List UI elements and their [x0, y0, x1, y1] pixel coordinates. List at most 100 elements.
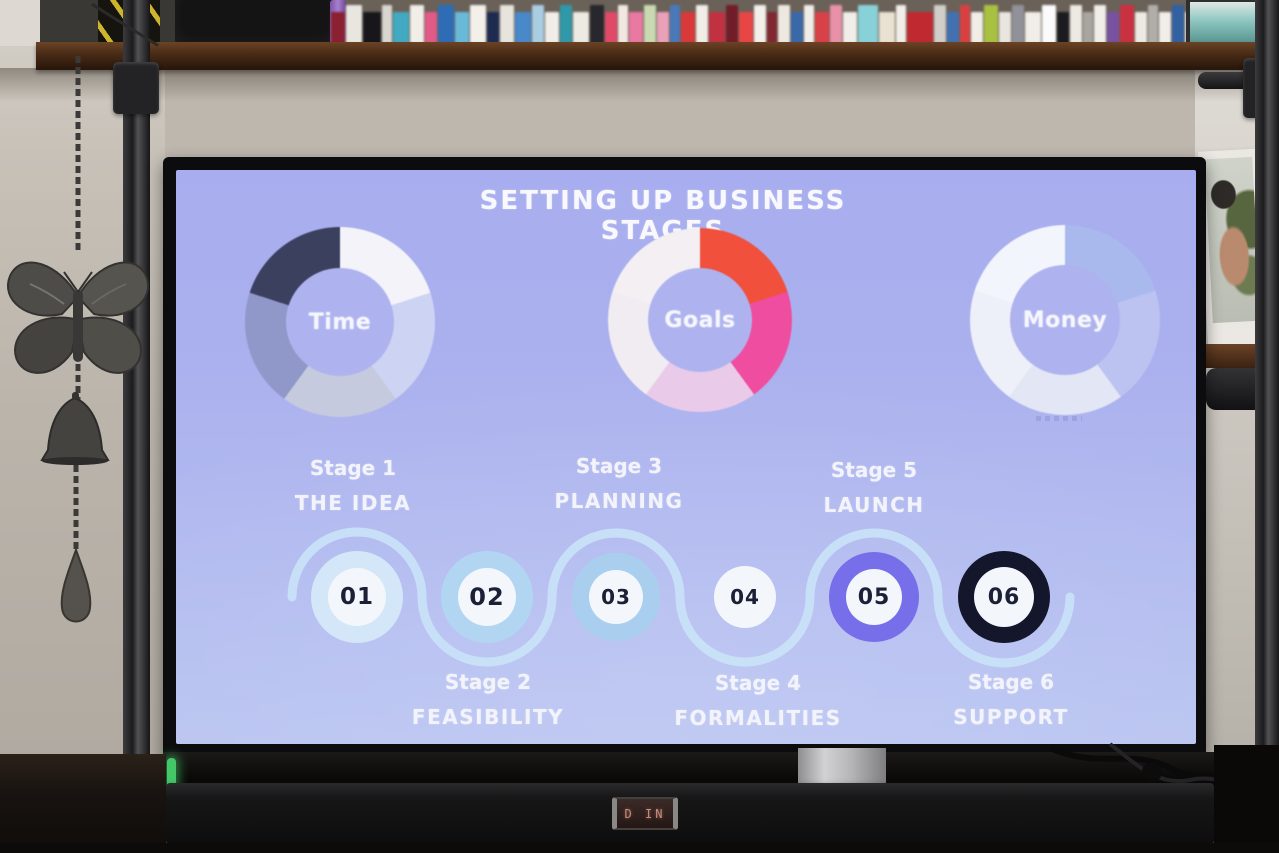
dvd-spine: [1148, 5, 1158, 48]
dvd-spine: [971, 12, 983, 48]
stage-label-5: Stage 5 LAUNCH: [823, 458, 925, 517]
dvd-spine: [709, 12, 725, 48]
dvd-spine: [1083, 12, 1093, 48]
dvd-spine: [984, 5, 998, 48]
dvd-spine: [393, 12, 409, 48]
soundbar: D IN: [166, 783, 1214, 845]
butterfly-icon: [7, 261, 149, 374]
stage-label-3: Stage 3 PLANNING: [554, 454, 684, 513]
dvd-spine: [778, 5, 790, 48]
dvd-spine: [590, 5, 604, 48]
faint-watermark: [1036, 416, 1082, 421]
shadow-right: [1214, 745, 1279, 853]
dvd-spine: [754, 5, 766, 48]
dvd-spine: [573, 12, 589, 48]
butterfly-wind-chime: [7, 56, 149, 623]
dvd-spine: [470, 5, 486, 48]
stage-circle-3: 03: [572, 553, 660, 641]
stage-number: 03: [589, 570, 643, 624]
donut-hole: Time: [286, 268, 394, 376]
dvd-spine: [858, 5, 878, 48]
stage-number: 04: [714, 566, 776, 628]
dvd-spine: [644, 5, 656, 48]
shelf-shadow: [0, 68, 1279, 102]
dvd-spine: [791, 12, 803, 48]
pipe-clamp-left: [113, 62, 159, 114]
dvd-spine: [657, 12, 669, 48]
stage-circle-4: 04: [714, 566, 776, 628]
metal-pole-right: [1255, 0, 1279, 853]
dvd-spine: [1120, 5, 1134, 48]
dvd-spine: [696, 5, 708, 48]
dvd-spine: [934, 5, 946, 48]
dvd-spine: [438, 5, 454, 48]
dvd-spine: [670, 5, 680, 48]
tv: SETTING UP BUSINESS STAGES Time Goals Mo…: [163, 157, 1206, 757]
tv-screen: SETTING UP BUSINESS STAGES Time Goals Mo…: [176, 170, 1196, 744]
floor-shadow: [0, 843, 1279, 853]
donut-chart-time: Time: [245, 227, 435, 417]
donut-label-money: Money: [1022, 307, 1108, 333]
dvd-spine: [1094, 5, 1106, 48]
dvd-spine: [1025, 12, 1041, 48]
dvd-spine: [1172, 5, 1184, 48]
dvd-spine: [1042, 5, 1056, 48]
soundbar-display-text: D IN: [624, 806, 666, 821]
bell-icon: [40, 392, 110, 465]
top-shelf: [0, 0, 1279, 72]
donut-label-goals: Goals: [664, 307, 736, 333]
stage-circle-6: 06: [958, 551, 1050, 643]
shelf-board: [36, 42, 1279, 70]
dvd-spine: [425, 12, 437, 48]
dvd-spine: [382, 5, 392, 48]
dvd-spine: [815, 12, 829, 48]
dvd-spine: [629, 12, 643, 48]
tv-stand-area: [163, 752, 1215, 788]
stage-label-2: Stage 2 FEASIBILITY: [411, 670, 565, 729]
teardrop-pendant: [60, 547, 92, 623]
camera-bag: [175, 0, 335, 50]
dvd-spine: [618, 5, 628, 48]
donut-hole: Money: [1010, 265, 1120, 375]
metal-pole-left: [123, 0, 150, 790]
dvd-spine: [410, 5, 424, 48]
dvd-spine: [532, 5, 544, 48]
stage-number: 05: [846, 569, 902, 625]
dvd-spine: [455, 12, 469, 48]
dvd-spine: [1159, 12, 1171, 48]
dvd-spine: [545, 12, 559, 48]
stage-circle-5: 05: [829, 552, 919, 642]
dvd-spine: [363, 12, 381, 48]
stage-number: 01: [328, 568, 386, 626]
framed-photo: [1204, 156, 1261, 324]
dvd-spine: [681, 12, 695, 48]
dvd-spine: [947, 12, 959, 48]
stage-number: 02: [458, 568, 516, 626]
dvd-spine: [879, 12, 895, 48]
pipe-elbow-right: [1206, 368, 1264, 410]
dvd-spine: [1107, 12, 1119, 48]
dvd-spine: [605, 12, 617, 48]
dvd-spine: [1070, 5, 1082, 48]
stage-circle-2: 02: [441, 551, 533, 643]
green-led-light: [167, 758, 176, 796]
dvd-collection: [331, 0, 1189, 48]
dvd-spine: [804, 5, 814, 48]
dvd-spine: [843, 12, 857, 48]
dvd-spine: [767, 12, 777, 48]
dvd-spine: [1057, 12, 1069, 48]
soundbar-display: D IN: [612, 797, 678, 830]
wall-corner: [0, 0, 42, 46]
dvd-spine: [960, 5, 970, 48]
dvd-spine: [515, 12, 531, 48]
dvd-spine: [830, 5, 842, 48]
stage-number: 06: [974, 567, 1034, 627]
stage-circle-1: 01: [311, 551, 403, 643]
dvd-spine: [560, 5, 572, 48]
stage-label-6: Stage 6 SUPPORT: [953, 670, 1069, 729]
donut-hole: Goals: [648, 268, 752, 372]
dvd-spine: [896, 5, 906, 48]
dvd-spine: [999, 12, 1011, 48]
donut-label-time: Time: [308, 309, 372, 335]
